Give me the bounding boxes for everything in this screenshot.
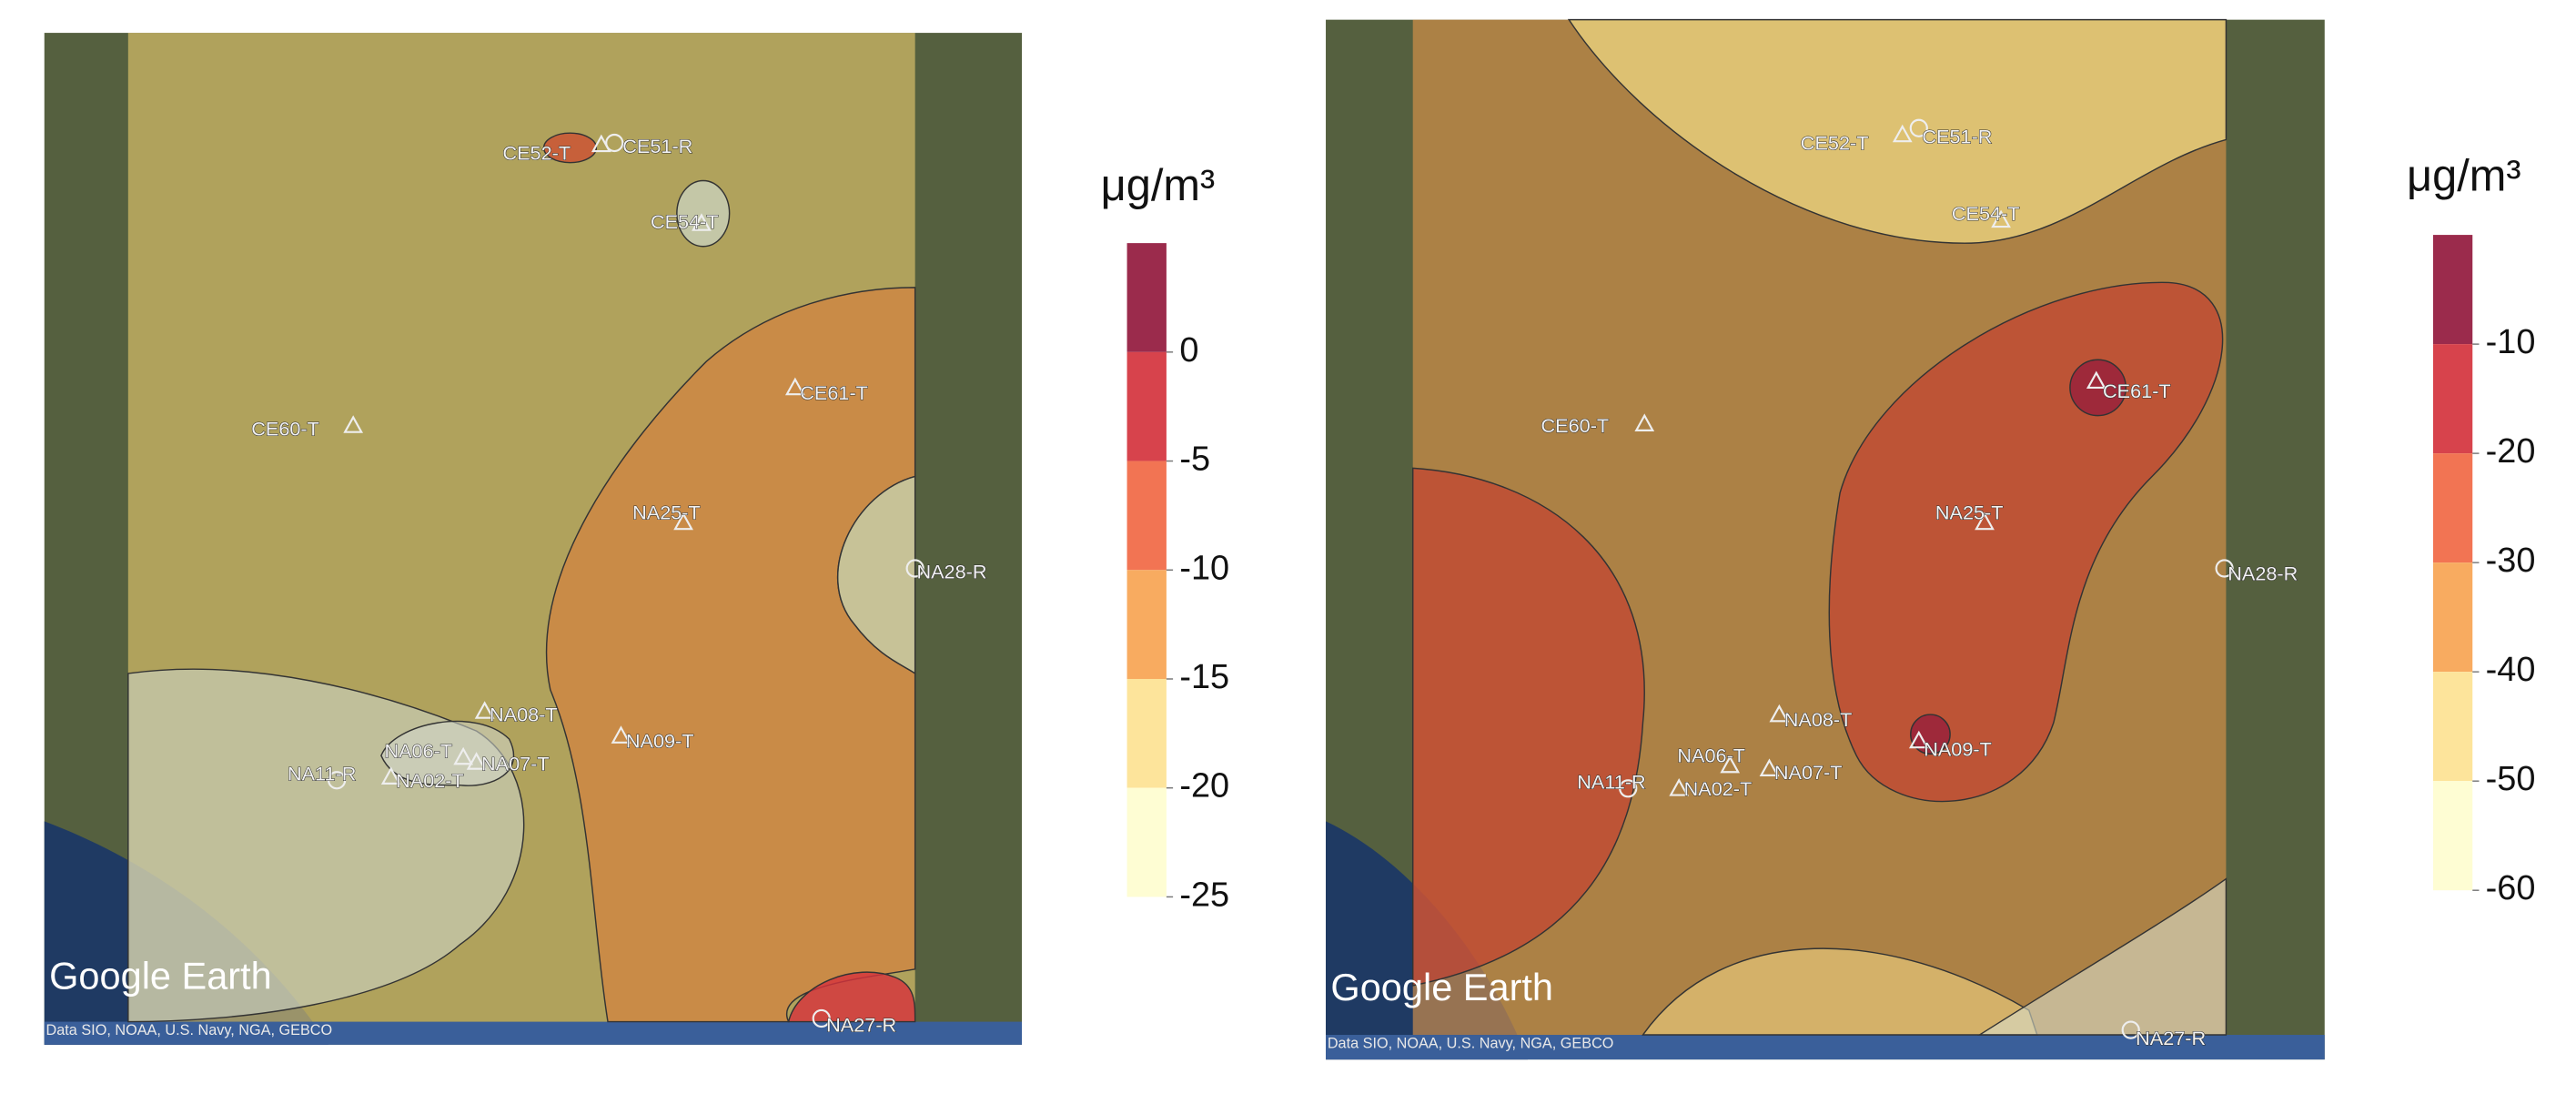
- contour-region: [1567, 18, 2227, 244]
- contour-region: [676, 179, 731, 248]
- station-label: NA09-T: [1924, 738, 1992, 761]
- station-label: NA25-T: [1935, 501, 2004, 524]
- station-label: NA02-T: [1684, 777, 1753, 800]
- station-label: CE52-T: [502, 141, 571, 164]
- station-marker: [1759, 758, 1780, 776]
- colorbar-tick-label: -10: [1179, 549, 1229, 587]
- colorbar-tick-label: -5: [1179, 441, 1210, 479]
- station-marker: [611, 725, 631, 744]
- colorbar-band: [1126, 570, 1167, 679]
- station-label: NA28-R: [916, 561, 986, 583]
- colorbar-band: [2432, 453, 2473, 563]
- colorbar-tick-label: -60: [2486, 869, 2536, 907]
- contour-region: [1642, 947, 2038, 1036]
- station-label: NA06-T: [384, 739, 452, 762]
- google-earth-logo: Google Earth: [49, 954, 272, 997]
- station-marker: [466, 752, 487, 770]
- station-marker: [2215, 559, 2234, 578]
- station-marker: [1909, 118, 1928, 137]
- station-marker: [343, 415, 364, 433]
- station-label: NA11-R: [288, 763, 356, 785]
- colorbar-tick-label: 0: [1179, 331, 1198, 370]
- colorbar-band: [1126, 678, 1167, 788]
- colorbar-unit: μg/m³: [1101, 161, 1216, 210]
- station-label: CE51-R: [1922, 125, 1992, 147]
- colorbar-tick-label: -15: [1179, 658, 1229, 696]
- attribution: Data SIO, NOAA, U.S. Navy, NGA, GEBCO: [1328, 1035, 1614, 1051]
- google-earth-logo: Google Earth: [1330, 966, 1553, 1008]
- station-label: CE60-T: [251, 418, 319, 441]
- colorbar-band: [2432, 235, 2473, 345]
- station-label: NA27-R: [826, 1014, 896, 1037]
- station-marker: [784, 377, 805, 396]
- station-label: NA06-T: [1677, 745, 1745, 767]
- colorbar-tick-label: -40: [2486, 651, 2536, 689]
- contour-region: [1910, 714, 1951, 755]
- station-label: CE51-R: [622, 135, 692, 157]
- station-label: CE60-T: [1541, 414, 1610, 437]
- sea: [44, 1021, 1023, 1045]
- station-marker: [1769, 704, 1790, 723]
- station-label: NA08-T: [490, 704, 558, 726]
- station-marker: [605, 133, 624, 153]
- attribution: Data SIO, NOAA, U.S. Navy, NGA, GEBCO: [46, 1022, 333, 1038]
- station-marker: [1975, 512, 1995, 531]
- station-marker: [1720, 755, 1741, 774]
- station-label: CE54-T: [1952, 202, 2020, 225]
- station-marker: [812, 1008, 831, 1028]
- colorbar-tick-label: -20: [1179, 767, 1229, 805]
- station-label: NA08-T: [1784, 708, 1853, 731]
- station-marker: [380, 766, 401, 785]
- sea: [1326, 1035, 2325, 1060]
- contour-region: [1977, 877, 2227, 1036]
- colorbar-tick-label: -25: [1179, 876, 1229, 914]
- station-marker: [692, 213, 712, 231]
- colorbar-band: [1126, 351, 1167, 461]
- station-label: CE54-T: [651, 210, 719, 233]
- colorbar-tick-label: -20: [2486, 432, 2536, 471]
- colorbar-tick-label: -30: [2486, 542, 2536, 580]
- contour-region: [542, 132, 598, 164]
- colorbar-band: [1126, 461, 1167, 571]
- colorbar-band: [2432, 672, 2473, 782]
- colorbar-unit: μg/m³: [2407, 151, 2521, 200]
- station-label: CE61-T: [800, 381, 868, 404]
- station-marker: [1669, 778, 1690, 796]
- station-marker: [1991, 209, 2011, 228]
- colorbar-band: [1126, 243, 1167, 352]
- station-marker: [673, 512, 693, 531]
- station-marker: [1634, 413, 1655, 431]
- station-label: NA11-R: [1577, 771, 1645, 794]
- station-label: CE52-T: [1801, 132, 1869, 155]
- station-marker: [2121, 1020, 2140, 1039]
- station-marker: [474, 701, 495, 719]
- contour-region: [1411, 467, 1645, 987]
- colorbar-band: [2432, 344, 2473, 454]
- station-label: NA02-T: [396, 769, 464, 792]
- station-label: NA07-T: [481, 753, 550, 775]
- station-label: NA25-T: [632, 501, 701, 524]
- station-label: NA07-T: [1774, 761, 1843, 784]
- station-marker: [1892, 124, 1913, 143]
- station-marker: [328, 771, 347, 790]
- station-label: NA27-R: [2136, 1027, 2206, 1049]
- contour-region: [837, 475, 916, 675]
- colorbar-band: [2432, 781, 2473, 891]
- station-marker: [905, 559, 924, 578]
- colorbar-tick-label: -10: [2486, 323, 2536, 361]
- station-marker: [1908, 730, 1929, 749]
- station-marker: [2086, 370, 2106, 390]
- contour-region: [1828, 281, 2224, 803]
- station-marker: [1619, 779, 1638, 798]
- station-label: NA28-R: [2227, 562, 2298, 584]
- colorbar-tick-label: -50: [2486, 760, 2536, 798]
- colorbar-band: [2432, 562, 2473, 673]
- station-label: NA09-T: [626, 729, 694, 752]
- station-label: CE61-T: [2103, 380, 2171, 402]
- colorbar-band: [1126, 787, 1167, 897]
- station-marker: [453, 746, 474, 765]
